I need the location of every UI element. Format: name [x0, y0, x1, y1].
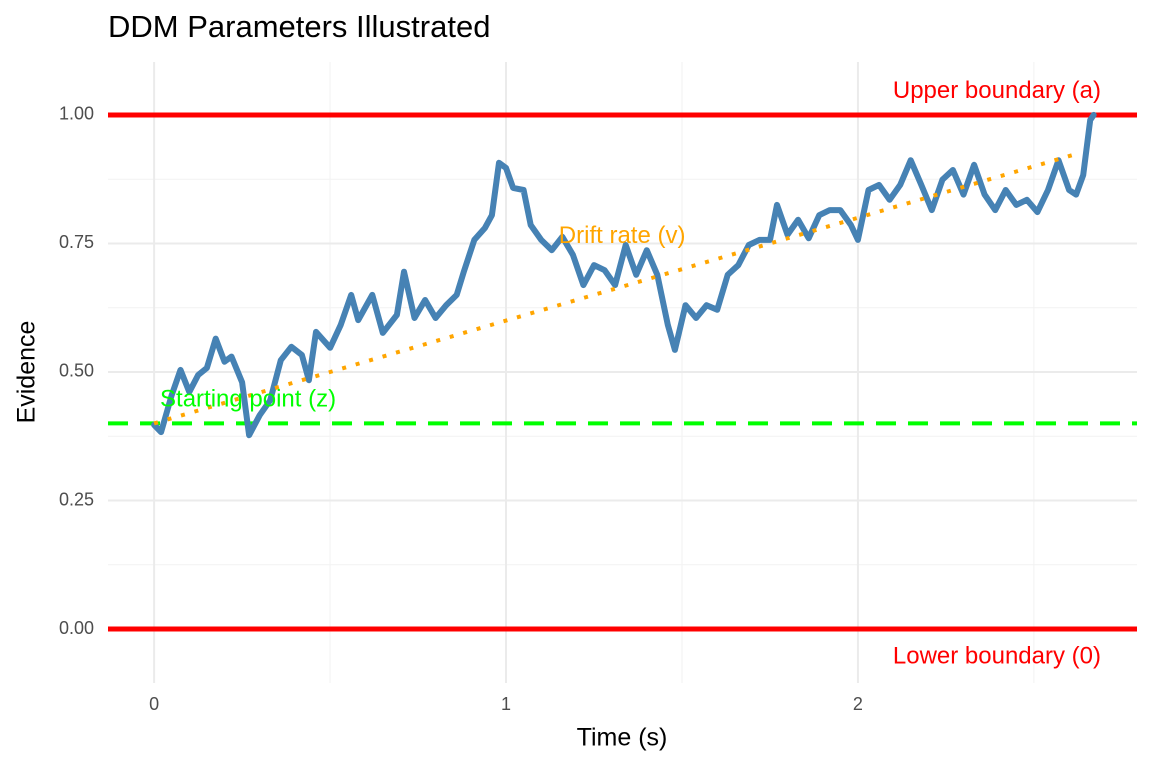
chart-title: DDM Parameters Illustrated [108, 9, 490, 44]
x-tick-label: 2 [853, 694, 863, 714]
y-tick-label: 0.00 [59, 618, 94, 638]
x-tick-label: 1 [501, 694, 511, 714]
series-line [151, 111, 1097, 439]
annotation: Lower boundary (0) [893, 643, 1101, 670]
y-tick-label: 0.75 [59, 232, 94, 252]
series-line [153, 151, 1081, 426]
y-tick-label: 0.25 [59, 489, 94, 509]
y-tick-label: 0.50 [59, 361, 94, 381]
x-axis-title: Time (s) [577, 724, 668, 752]
annotation: Starting point (z) [160, 386, 336, 413]
plot-area: Upper boundary (a) Lower boundary (0) Star… [108, 77, 1137, 670]
annotation: Drift rate (v) [559, 222, 686, 249]
y-axis-title: Evidence [13, 321, 41, 424]
x-tick-label: 0 [149, 694, 159, 714]
y-tick-label: 1.00 [59, 104, 94, 124]
annotation: Upper boundary (a) [893, 77, 1101, 104]
